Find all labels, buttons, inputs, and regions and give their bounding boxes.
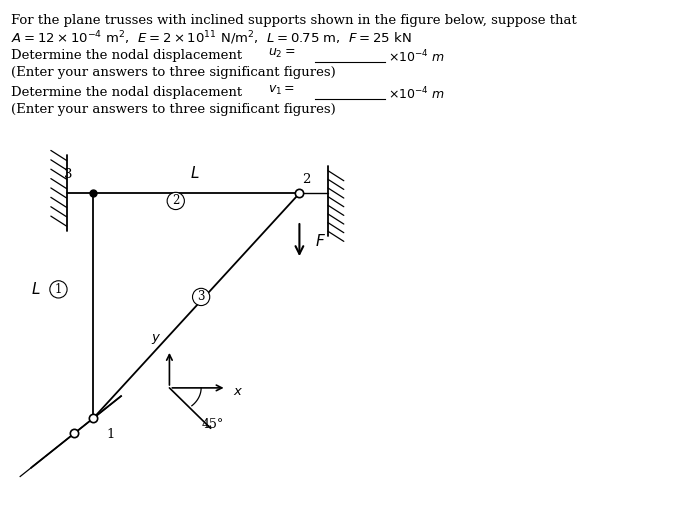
Text: 3: 3 [63,168,72,181]
Text: $A = 12 \times 10^{-4}\ \mathrm{m}^2$,  $E = 2 \times 10^{11}\ \mathrm{N/m}^2$, : $A = 12 \times 10^{-4}\ \mathrm{m}^2$, $… [11,29,411,47]
Text: 1: 1 [106,428,115,441]
Text: Determine the nodal displacement: Determine the nodal displacement [11,86,242,99]
Text: $L$: $L$ [190,165,200,181]
Text: $v_1 =$: $v_1 =$ [268,84,295,97]
Text: For the plane trusses with inclined supports shown in the figure below, suppose : For the plane trusses with inclined supp… [11,14,577,27]
Text: $F$: $F$ [315,233,326,249]
Text: $u_2 =$: $u_2 =$ [268,47,295,60]
Text: $x$: $x$ [233,385,243,398]
Text: $L$: $L$ [31,281,41,297]
Text: (Enter your answers to three significant figures): (Enter your answers to three significant… [11,103,336,116]
Text: 45°: 45° [201,418,224,431]
Text: $\times 10^{-4}\ m$: $\times 10^{-4}\ m$ [388,85,445,102]
Text: $y$: $y$ [151,332,161,346]
Text: 3: 3 [197,291,205,303]
Text: Determine the nodal displacement: Determine the nodal displacement [11,49,242,62]
Text: 2: 2 [303,173,311,186]
Text: (Enter your answers to three significant figures): (Enter your answers to three significant… [11,66,336,79]
Text: 2: 2 [172,195,179,207]
Text: 1: 1 [55,283,62,296]
Text: $\times 10^{-4}\ m$: $\times 10^{-4}\ m$ [388,48,445,65]
